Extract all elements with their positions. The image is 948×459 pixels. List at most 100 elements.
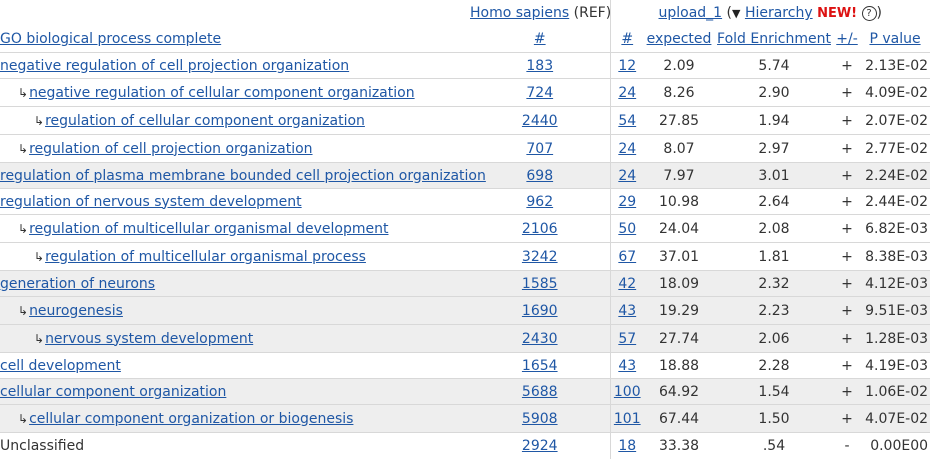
table-row: cell development 1654 43 18.88 2.28 +4.19E-03	[0, 352, 931, 379]
upload-count-link[interactable]: 24	[618, 140, 637, 157]
table-row: ↳neurogenesis 1690 43 19.29 2.23 +9.51E-03	[0, 296, 931, 325]
table-row: ↳negative regulation of cellular compone…	[0, 78, 931, 107]
ref-count-link[interactable]: 5688	[521, 383, 558, 400]
term-link[interactable]: regulation of nervous system development	[0, 193, 302, 210]
table-row: negative regulation of cell projection o…	[0, 52, 931, 79]
ref-count-link[interactable]: 707	[526, 140, 554, 157]
direction-cell: +	[834, 378, 860, 405]
ref-count-link[interactable]: 2924	[521, 437, 558, 454]
upload-count-link[interactable]: 29	[618, 193, 637, 210]
direction-cell: +	[834, 242, 860, 271]
upload-count-link[interactable]: 43	[618, 357, 637, 374]
ref-count-link[interactable]: 1654	[521, 357, 558, 374]
fold-enrichment-cell: 2.90	[714, 78, 834, 107]
upload-count-cell: 101	[609, 404, 644, 433]
term-link[interactable]: regulation of cell projection organizati…	[29, 140, 313, 157]
ref-count-link[interactable]: 1690	[521, 302, 558, 319]
pvalue-cell: 4.12E-03	[860, 270, 931, 297]
ref-count-cell: 5688	[470, 378, 610, 405]
expected-cell: 37.01	[644, 242, 714, 271]
term-link[interactable]: neurogenesis	[29, 302, 123, 319]
column-header-upload-count: #	[609, 26, 644, 53]
pvalue-cell: 6.82E-03	[860, 214, 931, 243]
upload-count-link[interactable]: 42	[618, 275, 637, 292]
sort-by-term-link[interactable]: GO biological process complete	[0, 31, 222, 47]
upload-count-link[interactable]: 57	[618, 330, 637, 347]
pvalue-cell: 2.77E-02	[860, 134, 931, 163]
upload-count-link[interactable]: 101	[613, 410, 641, 427]
upload-count-link[interactable]: 67	[618, 248, 637, 265]
sort-by-ref-count-link[interactable]: #	[533, 31, 546, 47]
upload-count-link[interactable]: 24	[618, 167, 637, 184]
term-link[interactable]: cellular component organization or bioge…	[29, 410, 354, 427]
term-link[interactable]: negative regulation of cell projection o…	[0, 57, 350, 74]
direction-cell: +	[834, 296, 860, 325]
ref-count-link[interactable]: 2106	[521, 220, 558, 237]
help-icon[interactable]: ?	[861, 6, 877, 21]
sort-by-upload-count-link[interactable]: #	[621, 31, 634, 47]
ref-count-link[interactable]: 183	[526, 57, 554, 74]
pvalue-cell: 4.07E-02	[860, 404, 931, 433]
sort-by-direction-link[interactable]: +/-	[836, 31, 858, 47]
term-link[interactable]: negative regulation of cellular componen…	[29, 84, 415, 101]
ref-count-link[interactable]: 2440	[521, 112, 558, 129]
upload-count-link[interactable]: 18	[618, 437, 637, 454]
header-row-top: Homo sapiens (REF) upload_1 (▼ Hierarchy…	[0, 0, 931, 26]
direction-cell: +	[834, 106, 860, 135]
expected-cell: 7.97	[644, 162, 714, 189]
ref-count-cell: 1585	[470, 270, 610, 297]
term-link[interactable]: generation of neurons	[0, 275, 156, 292]
upload-count-cell: 24	[609, 162, 644, 189]
table-row: Unclassified 2924 18 33.38.54-0.00E00	[0, 432, 931, 459]
ref-count-link[interactable]: 724	[526, 84, 554, 101]
expected-cell: 18.88	[644, 352, 714, 379]
child-arrow-icon: ↳	[18, 85, 29, 100]
term-cell: regulation of plasma membrane bounded ce…	[0, 162, 486, 189]
pvalue-cell: 2.24E-02	[860, 162, 931, 189]
term-link[interactable]: regulation of plasma membrane bounded ce…	[0, 167, 486, 184]
expected-cell: 2.09	[644, 52, 714, 79]
fold-enrichment-cell: 2.28	[714, 352, 834, 379]
hierarchy-toggle-link[interactable]: Hierarchy	[744, 5, 813, 21]
fold-enrichment-cell: 1.94	[714, 106, 834, 135]
sort-by-pvalue-link[interactable]: P value	[869, 31, 921, 47]
term-link[interactable]: regulation of cellular component organiz…	[45, 112, 365, 129]
upload-count-cell: 42	[609, 270, 644, 297]
upload-count-cell: 12	[609, 52, 644, 79]
upload-count-cell: 29	[609, 188, 644, 215]
term-link[interactable]: regulation of multicellular organismal p…	[45, 248, 366, 265]
upload-count-link[interactable]: 12	[618, 57, 637, 74]
table-row: regulation of plasma membrane bounded ce…	[0, 162, 931, 189]
column-header-term: GO biological process complete	[0, 26, 470, 53]
pvalue-cell: 0.00E00	[860, 432, 931, 459]
ref-count-link[interactable]: 3242	[521, 248, 558, 265]
upload-count-link[interactable]: 50	[618, 220, 637, 237]
ref-count-link[interactable]: 5908	[521, 410, 558, 427]
upload-count-link[interactable]: 100	[613, 383, 641, 400]
ref-count-cell: 5908	[470, 404, 610, 433]
term-link[interactable]: cell development	[0, 357, 121, 374]
table-row: ↳nervous system development 2430 57 27.74 2.…	[0, 324, 931, 353]
term-link[interactable]: nervous system development	[45, 330, 254, 347]
term-cell: cellular component organization	[0, 378, 470, 405]
expected-cell: 67.44	[644, 404, 714, 433]
upload-count-link[interactable]: 43	[618, 302, 637, 319]
upload-list-link[interactable]: upload_1	[658, 5, 723, 21]
term-cell: ↳neurogenesis	[0, 296, 470, 325]
ref-count-link[interactable]: 698	[526, 167, 554, 184]
ref-count-link[interactable]: 2430	[521, 330, 558, 347]
ref-count-link[interactable]: 962	[526, 193, 554, 210]
term-cell: Unclassified	[0, 432, 470, 459]
sort-by-fold-link[interactable]: Fold Enrichment	[717, 31, 831, 47]
upload-count-link[interactable]: 24	[618, 84, 637, 101]
ref-organism-link[interactable]: Homo sapiens	[470, 5, 570, 21]
fold-enrichment-cell: 2.06	[714, 324, 834, 353]
term-link[interactable]: regulation of multicellular organismal d…	[29, 220, 389, 237]
triangle-down-icon: ▼	[732, 7, 741, 20]
new-badge: NEW!	[817, 6, 858, 21]
term-link[interactable]: cellular component organization	[0, 383, 227, 400]
upload-count-link[interactable]: 54	[618, 112, 637, 129]
ref-count-link[interactable]: 1585	[521, 275, 558, 292]
sort-by-expected-link[interactable]: expected	[646, 31, 712, 47]
